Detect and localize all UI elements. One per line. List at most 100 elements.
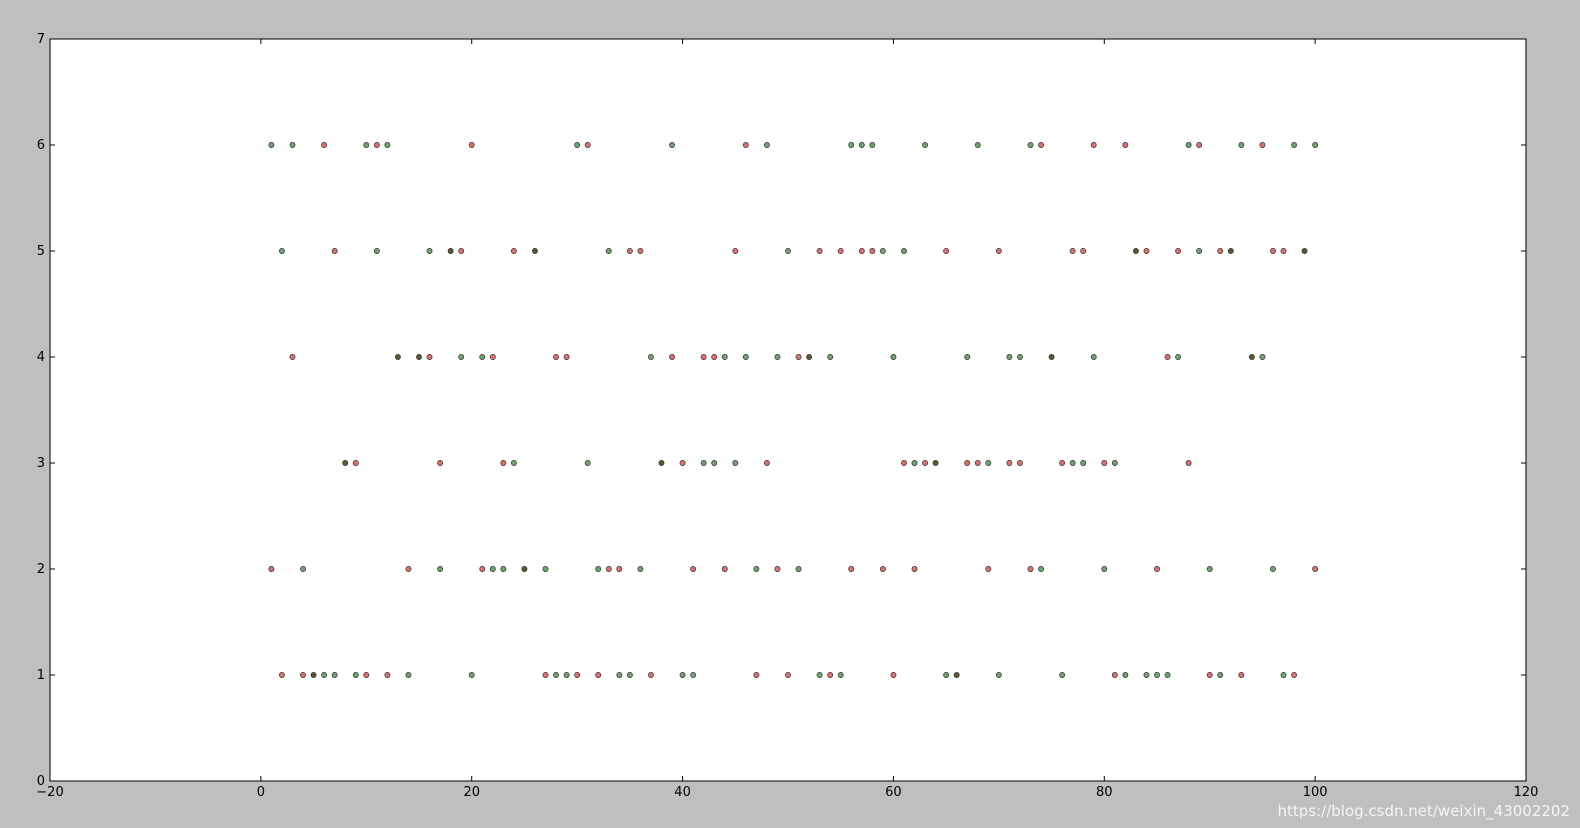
data-point-green [827,354,834,360]
x-tick-label: 60 [885,785,902,800]
data-point-red [1259,142,1266,148]
data-point-red [785,672,791,678]
data-point-green [1259,354,1266,360]
data-point-red [827,672,834,678]
data-point-green [879,248,886,254]
data-point-green [1080,460,1087,466]
data-point-red [489,354,496,360]
data-point-red [426,354,433,360]
x-tick-label: 0 [257,785,265,800]
data-point-red [352,460,359,466]
data-point-green [321,672,328,678]
data-point-red [711,354,718,360]
data-point-green [1038,566,1044,572]
data-point-dark [521,566,528,572]
data-point-green [774,354,781,360]
data-point-green [837,672,844,678]
data-point-green [405,672,412,678]
data-point-red [289,354,296,360]
x-tick-label: 120 [1514,785,1539,800]
data-point-green [437,566,444,572]
data-point-green [542,566,549,572]
y-tick-label: 2 [37,562,45,577]
data-point-green [647,354,654,360]
data-point-green [268,142,275,148]
data-point-red [1122,142,1129,148]
data-point-red [384,672,391,678]
y-tick-label: 7 [37,32,45,47]
data-point-dark [658,460,665,466]
data-point-green [1206,566,1213,572]
data-point-green [890,354,897,360]
data-point-green [1238,142,1245,148]
data-point-green [1312,142,1319,148]
data-point-dark [953,672,960,678]
data-point-dark [310,672,317,678]
y-tick-label: 1 [37,668,45,683]
x-tick-label: −20 [36,785,63,800]
data-point-green [489,566,496,572]
data-point-red [763,460,770,466]
data-point-green [1016,354,1023,360]
data-point-red [331,248,338,254]
data-point-dark [447,248,454,254]
data-point-red [1143,248,1150,254]
data-point-green [584,460,591,466]
data-point-green [922,142,929,148]
data-point-red [964,460,971,466]
data-point-green [1280,672,1287,678]
data-point-green [352,672,359,678]
watermark-text: https://blog.csdn.net/weixin_43002202 [1277,802,1570,820]
data-point-red [1312,566,1319,572]
data-point-green [858,142,865,148]
data-point-green [700,460,707,466]
data-point-dark [1301,248,1308,254]
data-point-green [510,460,517,466]
data-point-red [468,142,475,148]
data-point-red [995,248,1002,254]
data-point-green [753,566,760,572]
data-point-green [785,248,791,254]
data-point-green [278,248,285,254]
data-point-green [595,566,602,572]
data-point-red [373,142,380,148]
data-point-dark [1227,248,1234,254]
data-point-dark [1132,248,1139,254]
data-point-green [995,672,1002,678]
data-point-green [869,142,876,148]
data-point-red [1270,248,1276,254]
data-point-red [679,460,686,466]
y-tick-label: 6 [37,138,45,153]
data-point-red [901,460,907,466]
data-point-green [289,142,296,148]
data-point-red [1238,672,1245,678]
data-point-red [700,354,707,360]
data-point-green [574,142,581,148]
data-point-red [922,460,929,466]
data-point-green [1069,460,1076,466]
data-point-red [1059,460,1066,466]
x-tick-label: 80 [1096,785,1113,800]
data-point-red [1280,248,1287,254]
x-tick-label: 20 [463,785,480,800]
data-point-green [1196,248,1203,254]
y-tick-label: 0 [37,774,45,789]
data-point-red [616,566,623,572]
data-point-green [331,672,338,678]
data-point-green [732,460,739,466]
data-point-red [479,566,486,572]
data-point-red [1164,354,1171,360]
data-point-green [911,460,918,466]
data-point-red [837,248,844,254]
data-point-red [848,566,855,572]
data-point-dark [932,460,939,466]
data-point-dark [806,354,813,360]
x-tick-label: 100 [1303,785,1328,800]
data-point-green [605,248,612,254]
data-point-dark [416,354,422,360]
data-point-red [1016,460,1023,466]
data-point-green [1175,354,1182,360]
data-point-green [1291,142,1298,148]
data-point-green [1122,672,1129,678]
data-point-green [763,142,770,148]
